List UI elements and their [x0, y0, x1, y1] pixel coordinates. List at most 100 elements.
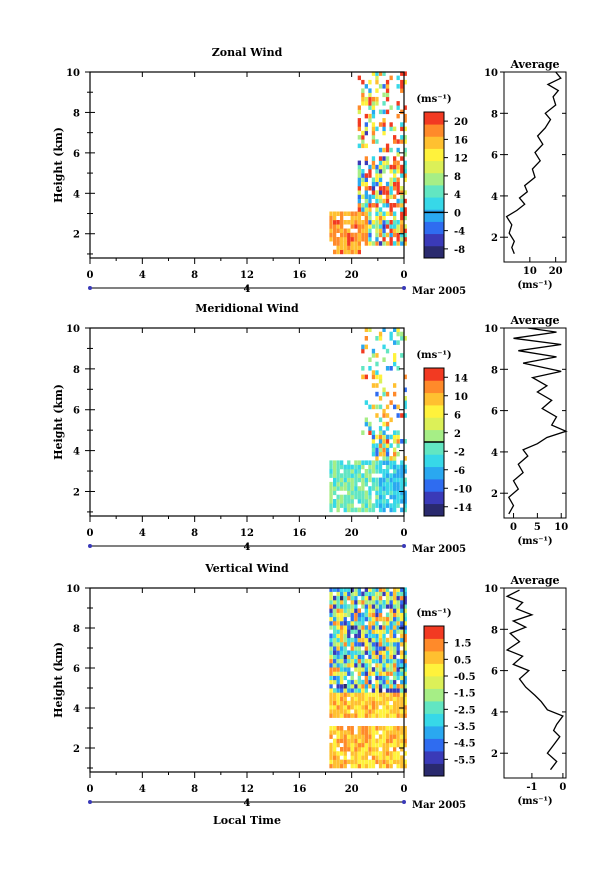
- heatmap-cell: [354, 738, 358, 744]
- heatmap-cell: [403, 612, 407, 618]
- heatmap-cell: [357, 688, 361, 693]
- heatmap-cell: [368, 173, 372, 178]
- heatmap-cell: [375, 759, 379, 765]
- heatmap-cell: [371, 612, 376, 618]
- heatmap-cell: [375, 730, 379, 735]
- heatmap-cell: [333, 595, 337, 601]
- heatmap-cell: [382, 663, 386, 668]
- heatmap-cell: [389, 147, 393, 153]
- heatmap-cell: [347, 241, 351, 246]
- heatmap-cell: [368, 700, 372, 706]
- heatmap-cell: [350, 249, 354, 255]
- heatmap-cell: [382, 684, 386, 689]
- heatmap-cell: [361, 709, 365, 714]
- heatmap-cell: [347, 658, 351, 664]
- heatmap-cell: [336, 481, 340, 487]
- heatmap-cell: [354, 469, 358, 474]
- heatmap-cell: [403, 759, 407, 765]
- heatmap-cell: [361, 232, 365, 238]
- heatmap-cell: [333, 612, 337, 618]
- heatmap-cell: [343, 249, 347, 255]
- heatmap-cell: [403, 237, 407, 242]
- heatmap-cell: [389, 692, 393, 697]
- heatmap-cell: [343, 237, 347, 242]
- heatmap-cell: [340, 671, 344, 676]
- heatmap-cell: [361, 658, 365, 664]
- heatmap-cell: [361, 742, 365, 748]
- heatmap-cell: [385, 88, 390, 93]
- heatmap-cell: [382, 734, 386, 739]
- heatmap-cell: [336, 755, 340, 760]
- heatmap-cell: [389, 646, 393, 651]
- average-x-tick-label: 10: [554, 522, 568, 533]
- heatmap-cell: [393, 439, 397, 444]
- colorbar-swatch: [424, 454, 444, 468]
- heatmap-cell: [361, 621, 365, 626]
- heatmap-cell: [357, 738, 361, 744]
- heatmap-cell: [371, 751, 376, 756]
- heatmap-cell: [371, 742, 376, 748]
- heatmap-cell: [371, 650, 376, 655]
- heatmap-cell: [354, 464, 358, 470]
- heatmap-cell: [333, 700, 337, 706]
- heatmap-cell: [340, 621, 344, 626]
- heatmap-cell: [396, 113, 400, 119]
- heatmap-cell: [368, 675, 372, 681]
- heatmap-cell: [347, 709, 351, 714]
- heatmap-cell: [333, 228, 337, 233]
- heatmap-cell: [375, 726, 379, 731]
- heatmap-cell: [393, 169, 397, 174]
- heatmap-cell: [382, 156, 386, 161]
- y-tick-label: 2: [73, 744, 80, 755]
- heatmap-cell: [340, 646, 344, 651]
- heatmap-cell: [382, 713, 386, 718]
- heatmap-cell: [357, 747, 361, 752]
- x-tick-label: 0: [401, 270, 408, 281]
- heatmap-cell: [364, 84, 368, 89]
- heatmap-cell: [403, 654, 407, 660]
- heatmap-cell: [400, 763, 404, 769]
- heatmap-cell: [375, 207, 379, 212]
- heatmap-cell: [368, 658, 372, 664]
- heatmap-cell: [343, 228, 347, 233]
- heatmap-cell: [371, 629, 376, 634]
- heatmap-cell: [343, 486, 347, 491]
- heatmap-cell: [389, 75, 393, 81]
- heatmap-cell: [364, 241, 368, 246]
- heatmap-cell: [393, 667, 397, 672]
- day-label: 4: [244, 542, 251, 553]
- heatmap-cell: [343, 742, 347, 748]
- heatmap-cell: [333, 713, 337, 718]
- colorbar-frame: [423, 625, 445, 777]
- heatmap-cell: [393, 654, 397, 660]
- heatmap-cell: [382, 747, 386, 752]
- heatmap-cell: [364, 705, 368, 710]
- heatmap-cell: [347, 249, 351, 255]
- heatmap-cell: [382, 726, 386, 731]
- heatmap-cell: [368, 92, 372, 98]
- heatmap-cell: [375, 499, 379, 504]
- heatmap-cell: [375, 215, 379, 221]
- heatmap-cell: [364, 481, 368, 487]
- heatmap-cell: [371, 477, 376, 483]
- heatmap-cell: [393, 587, 397, 592]
- heatmap-cell: [347, 642, 351, 647]
- heatmap-cell: [347, 742, 351, 748]
- heatmap-cell: [389, 591, 393, 597]
- heatmap-cell: [403, 637, 407, 643]
- heatmap-cell: [385, 637, 390, 643]
- heatmap-cell: [389, 228, 393, 233]
- heatmap-cell: [375, 604, 379, 609]
- colorbar-swatch: [424, 466, 444, 480]
- x-tick-label: 4: [139, 784, 146, 795]
- heatmap-cell: [347, 469, 351, 474]
- heatmap-cell: [368, 604, 372, 609]
- heatmap-cell: [403, 621, 407, 626]
- heatmap-cell: [343, 751, 347, 756]
- heatmap-cell: [340, 730, 344, 735]
- colorbar-tick-label: -4.5: [454, 739, 476, 750]
- heatmap-cell: [382, 490, 386, 496]
- heatmap-cell: [385, 688, 390, 693]
